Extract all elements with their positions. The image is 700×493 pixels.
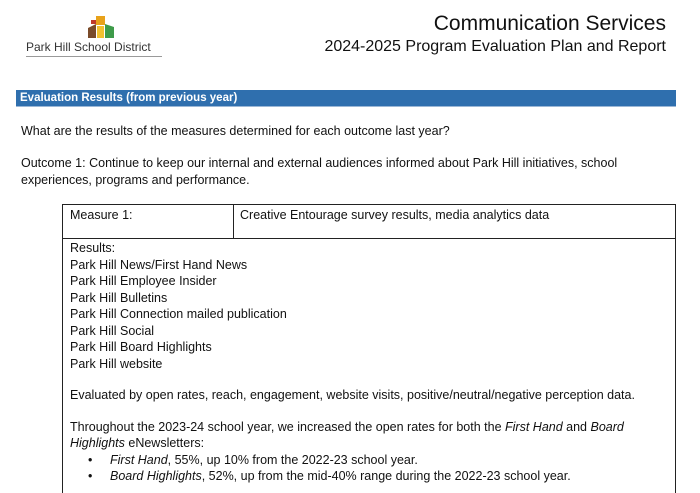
- report-title: Communication Services: [433, 12, 666, 35]
- open-rates-summary: Throughout the 2023-24 school year, we i…: [70, 419, 624, 451]
- outcome-text: Outcome 1: Continue to keep our internal…: [21, 156, 618, 187]
- evaluation-method: Evaluated by open rates, reach, engageme…: [70, 388, 635, 402]
- result-item: Park Hill News/First Hand News: [70, 257, 248, 272]
- result-item: Park Hill Board Highlights: [70, 340, 212, 354]
- result-item: Park Hill Social: [70, 323, 155, 338]
- measure-table: Measure 1: Creative Entourage survey res…: [62, 204, 676, 493]
- results-heading: Results:: [70, 241, 116, 255]
- measure-label: Measure 1:: [70, 208, 133, 222]
- section-heading: Evaluation Results (from previous year): [16, 90, 676, 106]
- district-logo[interactable]: Park Hill School District: [26, 14, 166, 58]
- question-text: What are the results of the measures det…: [21, 124, 450, 138]
- report-subtitle: 2024-2025 Program Evaluation Plan and Re…: [324, 38, 666, 55]
- section-divider: [16, 106, 676, 107]
- measure-value: Creative Entourage survey results, media…: [240, 208, 550, 222]
- result-item: Park Hill Bulletins: [70, 290, 168, 305]
- result-item: Park Hill Connection mailed publication: [70, 307, 287, 321]
- district-name: Park Hill School District: [26, 40, 151, 54]
- open-rate-list: First Hand, 55%, up 10% from the 2022-23…: [70, 452, 660, 485]
- result-item: Park Hill Employee Insider: [70, 274, 217, 288]
- bullet-item: First Hand, 55%, up 10% from the 2022-23…: [88, 452, 660, 469]
- bullet-item: Board Highlights, 52%, up from the mid-4…: [88, 468, 660, 485]
- measure-header-row: Measure 1: Creative Entourage survey res…: [63, 205, 675, 239]
- logo-underline: [26, 56, 162, 57]
- logo-mark-icon: [88, 16, 114, 38]
- cell-divider: [233, 205, 234, 238]
- result-item: Park Hill website: [70, 356, 163, 371]
- results-cell: Results: Park Hill News/First Hand News …: [70, 240, 660, 485]
